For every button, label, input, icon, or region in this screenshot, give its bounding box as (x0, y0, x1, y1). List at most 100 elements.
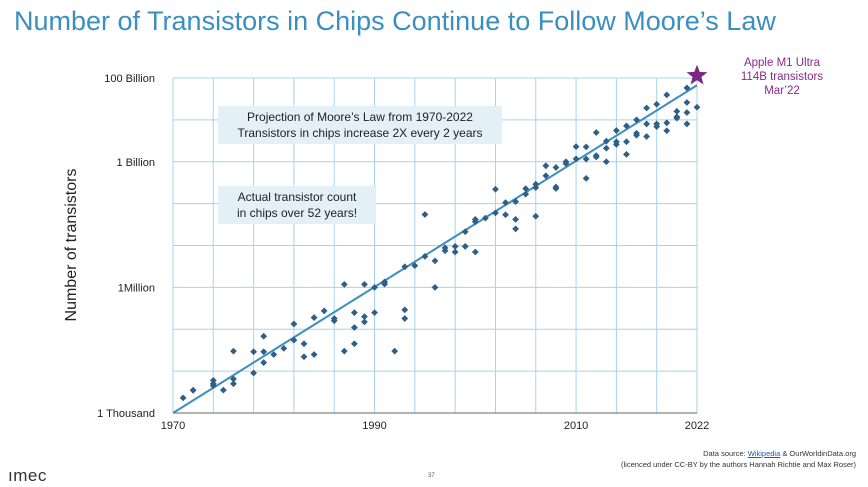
chip-data-point (431, 283, 439, 291)
chip-data-point (552, 164, 560, 171)
chip-data-point (562, 158, 570, 166)
chip-data-point (582, 175, 590, 182)
chip-data-point (230, 347, 237, 355)
chip-data-point (542, 162, 550, 170)
chip-data-point (643, 104, 651, 112)
chip-data-point (522, 185, 530, 193)
chip-data-point (361, 313, 368, 321)
source-suffix: & OurWorldinData.org (780, 449, 856, 458)
moores-law-trend-line (172, 84, 698, 414)
page-title: Number of Transistors in Chips Continue … (14, 6, 776, 36)
chip-data-point (633, 116, 640, 124)
x-tick-label: 2010 (564, 420, 588, 432)
chip-data-point (411, 262, 419, 270)
chip-data-point (421, 211, 429, 218)
chip-data-point (602, 137, 610, 145)
y-tick-label: 1 Billion (116, 157, 155, 169)
chip-data-point (371, 283, 378, 291)
chip-data-point (582, 143, 590, 151)
chip-data-point (502, 199, 509, 206)
actual-count-note: Actual transistor count in chips over 52… (218, 186, 376, 224)
chip-data-point (189, 386, 197, 394)
highlight-line-3: Mar’22 (764, 85, 800, 97)
chip-data-point (381, 278, 389, 286)
chip-data-point (572, 155, 580, 163)
chip-data-point (431, 257, 439, 265)
chip-data-point (330, 317, 338, 325)
chip-data-point (683, 84, 691, 92)
chip-data-point (653, 100, 661, 108)
chip-data-point (492, 185, 499, 193)
highlight-star-marker (686, 64, 708, 85)
y-tick-label: 1 Thousand (97, 408, 155, 420)
chip-data-point (663, 91, 671, 99)
chip-data-point (451, 248, 459, 256)
chip-data-point (623, 122, 630, 130)
chip-data-point (532, 212, 540, 220)
chip-data-point (693, 103, 701, 111)
chip-data-point (340, 347, 348, 355)
chip-data-point (350, 309, 358, 316)
chip-data-point (633, 131, 640, 139)
chip-data-point (421, 252, 429, 260)
chip-data-point (522, 190, 530, 198)
projection-note-line-2: Transistors in chips increase 2X every 2… (237, 126, 483, 140)
y-tick-label: 100 Billion (104, 73, 155, 85)
chip-data-point (300, 340, 308, 348)
data-source-credit: Data source: Wikipedia & OurWorldinData.… (621, 448, 856, 470)
chip-data-point (350, 324, 358, 331)
page-number: 37 (428, 473, 435, 479)
chip-data-point (401, 263, 409, 271)
x-tick-label: 1990 (362, 420, 386, 432)
chip-data-point (290, 320, 298, 328)
chip-data-point (361, 280, 368, 288)
data-points (179, 72, 701, 402)
chip-data-point (320, 307, 328, 315)
actual-count-note-line-2: in chips over 52 years! (236, 206, 358, 220)
chip-data-point (592, 153, 600, 161)
chip-data-point (230, 380, 237, 388)
chip-data-point (250, 369, 258, 377)
chip-data-point (623, 150, 630, 158)
imec-logo: ımec (8, 466, 47, 485)
chip-data-point (683, 99, 691, 106)
actual-count-note-line-1: Actual transistor count (237, 190, 357, 204)
source-wikipedia-link[interactable]: Wikipedia (747, 449, 781, 458)
source-prefix: Data source: (703, 449, 748, 458)
chip-data-point (290, 336, 298, 344)
chip-data-point (461, 228, 469, 236)
chip-data-point (361, 318, 368, 326)
y-tick-label: 1Million (118, 282, 155, 294)
chip-data-point (673, 114, 681, 122)
x-tick-label: 2022 (685, 420, 709, 432)
chip-data-point (542, 172, 550, 180)
chip-data-point (512, 198, 520, 205)
chip-data-point (572, 143, 580, 150)
chip-data-point (260, 332, 268, 340)
x-tick-label: 1970 (161, 420, 185, 432)
chip-data-point (532, 184, 540, 192)
chip-data-point (461, 243, 469, 250)
chip-data-point (492, 209, 499, 217)
chip-data-point (673, 107, 681, 115)
apple-m1-ultra-label: Apple M1 Ultra 114B transistors Mar’22 (722, 56, 842, 98)
chip-data-point (602, 158, 610, 166)
chip-data-point (512, 225, 520, 233)
chip-data-point (471, 216, 479, 223)
chip-data-point (371, 309, 378, 316)
moores-law-projection-note: Projection of Moore’s Law from 1970-2022… (218, 106, 502, 144)
chip-data-point (683, 109, 691, 116)
chip-data-point (471, 248, 479, 256)
chip-data-point (310, 351, 318, 358)
chip-data-point (653, 120, 661, 128)
chip-data-point (532, 180, 540, 188)
chip-data-point (502, 211, 509, 219)
chip-data-point (260, 359, 268, 366)
chip-data-point (663, 119, 671, 127)
chip-data-point (643, 120, 651, 128)
chip-data-point (441, 244, 449, 252)
chip-data-point (451, 243, 459, 250)
projection-note-line-1: Projection of Moore’s Law from 1970-2022 (247, 110, 473, 124)
chip-data-point (663, 127, 671, 135)
